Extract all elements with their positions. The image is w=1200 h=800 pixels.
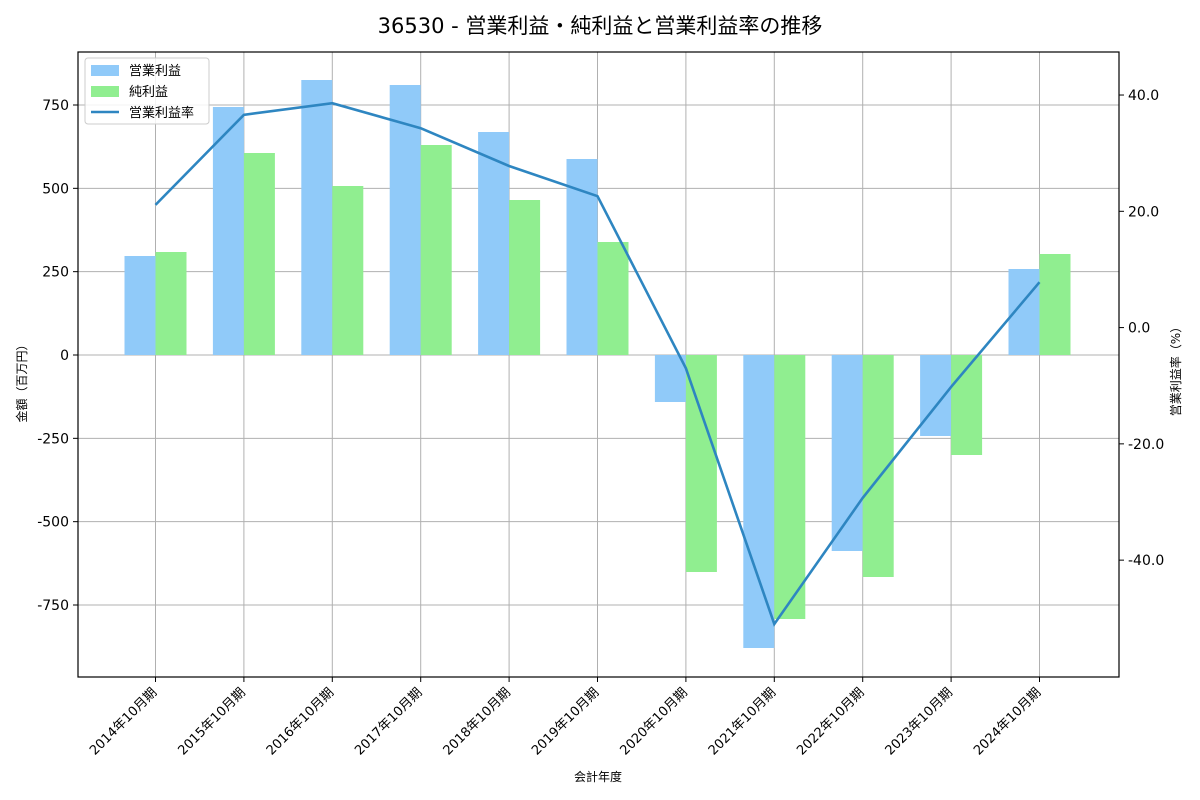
bar-operating-income: [389, 85, 421, 355]
bar-net-income: [332, 186, 364, 355]
plot-frame: [77, 51, 1120, 678]
bar-net-income: [774, 355, 806, 619]
bar-net-income: [420, 145, 452, 355]
bar-operating-income: [654, 355, 686, 402]
x-tick-label: 2019年10月期: [529, 685, 602, 758]
x-tick-label: 2023年10月期: [883, 685, 956, 758]
chart-title: 36530 - 営業利益・純利益と営業利益率の推移: [377, 14, 823, 38]
y2-tick-label: -20.0: [1128, 437, 1164, 453]
x-axis-label: 会計年度: [574, 769, 622, 784]
bar-net-income: [509, 200, 541, 355]
bar-operating-income: [301, 80, 333, 355]
x-tick-label: 2017年10月期: [352, 685, 425, 758]
y2-tick-label: 0.0: [1128, 321, 1150, 337]
legend-swatch-0: [91, 65, 119, 76]
y2-tick-label: 40.0: [1128, 88, 1159, 104]
bar-operating-income: [478, 132, 510, 355]
bar-net-income: [951, 355, 983, 455]
y2-tick-label: 20.0: [1128, 204, 1159, 220]
legend-swatch-1: [91, 86, 119, 97]
y-tick-label: 250: [42, 265, 69, 281]
legend-label: 純利益: [129, 85, 168, 100]
y2-tick-label: -40.0: [1128, 553, 1164, 569]
bar-operating-income: [212, 107, 244, 355]
y-tick-label: -500: [37, 515, 69, 531]
y-tick-label: 500: [42, 181, 69, 197]
x-tick-label: 2018年10月期: [441, 685, 514, 758]
y-tick-label: 750: [42, 98, 69, 114]
x-tick-label: 2020年10月期: [617, 685, 690, 758]
x-tick-label: 2016年10月期: [264, 685, 337, 758]
x-tick-label: 2024年10月期: [971, 685, 1044, 758]
bar-net-income: [597, 242, 629, 355]
y-tick-label: -750: [37, 598, 69, 614]
bar-net-income: [685, 355, 717, 572]
bar-operating-income: [124, 256, 156, 355]
bar-net-income: [155, 252, 187, 355]
y2-axis-label: 営業利益率（%）: [1168, 321, 1183, 416]
bar-operating-income: [743, 355, 775, 648]
bar-net-income: [243, 153, 275, 355]
legend-label: 営業利益: [129, 63, 181, 79]
bar-net-income: [1039, 254, 1071, 355]
x-tick-label: 2015年10月期: [175, 685, 248, 758]
legend-label: 営業利益率: [129, 105, 194, 121]
x-tick-label: 2021年10月期: [706, 685, 779, 758]
y-tick-label: -250: [37, 431, 69, 447]
y-tick-label: 0: [60, 348, 69, 364]
y-axis-label: 金額（百万円）: [14, 338, 29, 422]
bar-operating-income: [920, 355, 952, 436]
x-tick-label: 2014年10月期: [87, 685, 160, 758]
x-tick-label: 2022年10月期: [794, 685, 867, 758]
line-operating-margin: [154, 101, 1041, 627]
